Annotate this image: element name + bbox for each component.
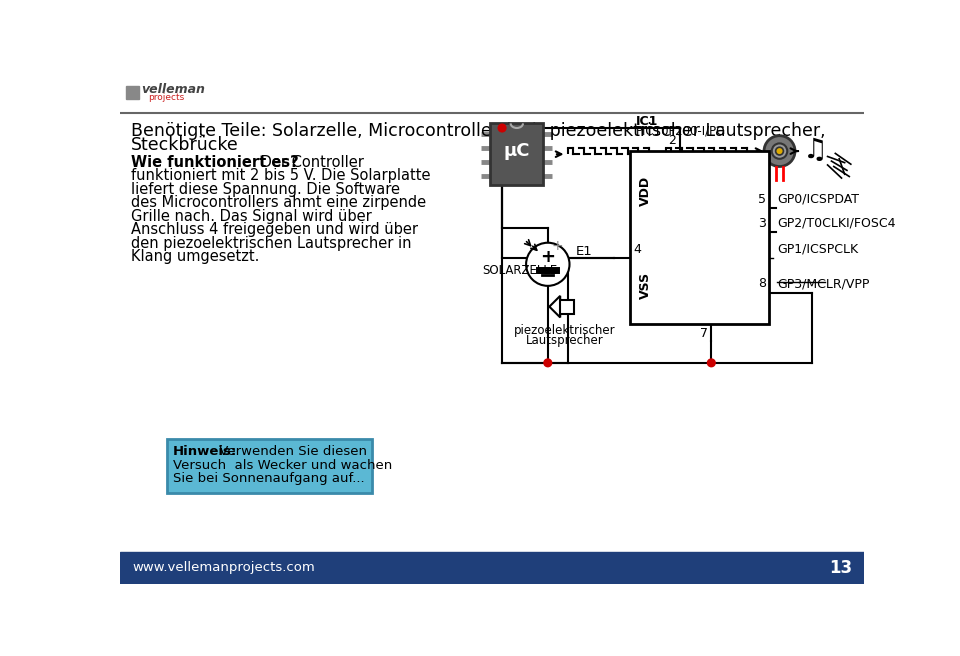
Text: Versuch  als Wecker und wachen: Versuch als Wecker und wachen <box>173 459 392 472</box>
Text: den piezoelektrischen Lautsprecher in: den piezoelektrischen Lautsprecher in <box>131 236 411 251</box>
Text: GP0/ICSPDAT: GP0/ICSPDAT <box>778 193 859 206</box>
Text: liefert diese Spannung. Die Software: liefert diese Spannung. Die Software <box>131 182 400 197</box>
Text: Der Controller: Der Controller <box>256 155 364 170</box>
Text: des Microcontrollers ahmt eine zirpende: des Microcontrollers ahmt eine zirpende <box>131 195 426 211</box>
Text: projects: projects <box>148 93 184 102</box>
Text: 5: 5 <box>758 193 766 206</box>
Text: +: + <box>552 239 564 253</box>
Text: IC1: IC1 <box>636 115 659 128</box>
Text: PIC10F200-I/PG: PIC10F200-I/PG <box>636 124 727 137</box>
Circle shape <box>776 147 783 155</box>
Bar <box>166 439 372 493</box>
Circle shape <box>764 136 795 167</box>
Bar <box>630 151 770 323</box>
Text: 7: 7 <box>700 327 708 340</box>
Text: velleman: velleman <box>142 83 205 96</box>
Text: Benötigte Teile: Solarzelle, Microcontroller (μc), piezoelektrischer Lautspreche: Benötigte Teile: Solarzelle, Microcontro… <box>131 122 826 140</box>
Text: Klang umgesetzt.: Klang umgesetzt. <box>131 249 259 264</box>
Bar <box>491 123 543 185</box>
Text: 3: 3 <box>758 217 766 230</box>
Text: funktioniert mit 2 bis 5 V. Die Solarplatte: funktioniert mit 2 bis 5 V. Die Solarpla… <box>131 169 430 184</box>
Text: Wie funktioniert es?: Wie funktioniert es? <box>131 155 299 170</box>
Circle shape <box>544 359 552 367</box>
Text: 4: 4 <box>634 243 641 256</box>
Text: Lautsprecher: Lautsprecher <box>526 334 604 346</box>
Circle shape <box>526 243 569 286</box>
Text: Verwenden Sie diesen: Verwenden Sie diesen <box>215 445 368 459</box>
Text: GP2/T0CLKI/FOSC4: GP2/T0CLKI/FOSC4 <box>778 217 896 230</box>
Polygon shape <box>549 296 561 318</box>
Text: Hinweis:: Hinweis: <box>173 445 237 459</box>
Text: E1: E1 <box>576 245 592 258</box>
Text: SOLARZELLE: SOLARZELLE <box>482 264 557 277</box>
Bar <box>120 79 864 113</box>
Text: piezoelektrischer: piezoelektrischer <box>514 323 615 337</box>
Circle shape <box>772 144 787 159</box>
Text: 8: 8 <box>758 277 766 290</box>
Text: Sie bei Sonnenaufgang auf...: Sie bei Sonnenaufgang auf... <box>173 472 365 485</box>
Text: Anschluss 4 freigegeben und wird über: Anschluss 4 freigegeben und wird über <box>131 222 418 237</box>
Text: μC: μC <box>504 142 530 160</box>
Text: Grille nach. Das Signal wird über: Grille nach. Das Signal wird über <box>131 209 372 224</box>
Text: ♫: ♫ <box>803 136 828 163</box>
Text: 2: 2 <box>668 134 676 147</box>
Text: VSS: VSS <box>639 272 652 299</box>
Circle shape <box>498 124 506 132</box>
Text: Steckbrücke: Steckbrücke <box>131 136 239 154</box>
Circle shape <box>708 359 715 367</box>
Text: GP1/ICSPCLK: GP1/ICSPCLK <box>778 243 858 256</box>
Text: VDD: VDD <box>639 176 652 206</box>
Bar <box>120 552 864 584</box>
Text: 13: 13 <box>829 559 852 577</box>
Text: GP3/MCLR/VPP: GP3/MCLR/VPP <box>778 277 870 290</box>
Text: www.vellemanprojects.com: www.vellemanprojects.com <box>132 561 315 574</box>
Bar <box>561 300 574 314</box>
Text: +: + <box>540 249 555 266</box>
Bar <box>126 87 138 99</box>
